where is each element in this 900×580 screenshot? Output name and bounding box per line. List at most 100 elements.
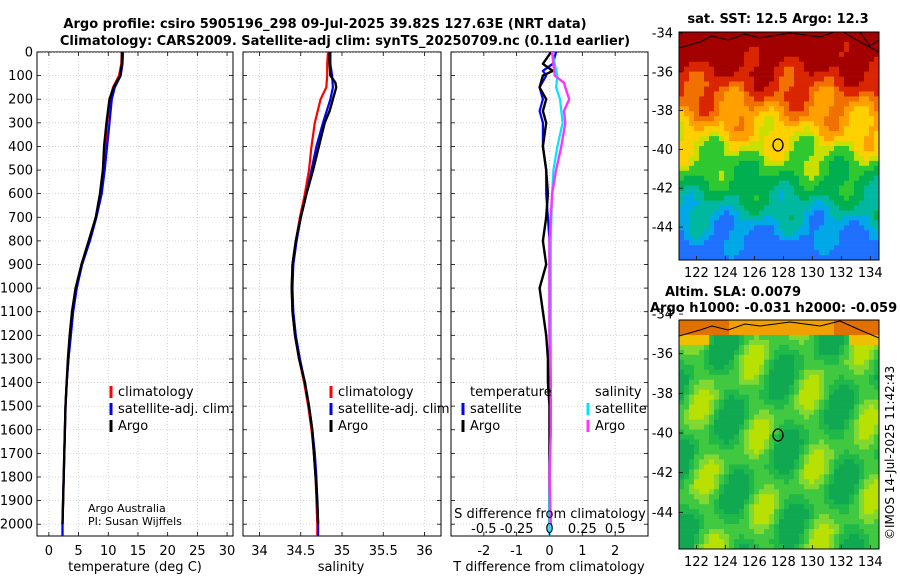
sla-cell (844, 359, 850, 366)
sla-cell (814, 369, 820, 376)
sla-cell (829, 359, 835, 366)
sla-cell (839, 354, 845, 361)
sla-cell (714, 529, 720, 535)
sst-cell (729, 131, 735, 137)
sst-cell (704, 41, 710, 48)
depth-tick-label: 0 (25, 46, 33, 61)
sla-cell (689, 524, 695, 530)
sla-cell (799, 329, 805, 336)
sst-cell (849, 146, 855, 152)
sla-cell (814, 494, 820, 500)
sst-cell (769, 61, 775, 67)
sst-cell (724, 41, 730, 48)
sla-cell (789, 384, 795, 390)
sst-cell (699, 81, 705, 87)
sst-cell (679, 126, 685, 132)
sla-cell (709, 429, 715, 435)
sst-cell (874, 146, 879, 152)
sst-cell (814, 56, 820, 63)
sst-cell (874, 61, 879, 67)
sst-cell (724, 61, 730, 67)
sst-cell (749, 36, 755, 43)
sla-cell (699, 349, 705, 356)
sst-cell (799, 36, 805, 43)
sst-cell (744, 51, 750, 58)
sst-cell (759, 240, 765, 246)
sla-cell (784, 454, 790, 460)
sst-cell (814, 220, 820, 226)
sst-cell (869, 141, 875, 147)
sla-cell (809, 354, 815, 361)
sla-cell (694, 469, 700, 475)
sla-cell (724, 389, 730, 395)
sst-cell (809, 225, 815, 231)
sla-cell (794, 354, 800, 361)
sst-cell (714, 81, 720, 87)
sst-cell (714, 255, 720, 260)
sst-cell (684, 230, 690, 236)
sst-cell (754, 126, 760, 132)
sla-cell (854, 509, 860, 515)
sst-cell (684, 111, 690, 117)
sst-cell (839, 230, 845, 236)
sst-cell (739, 116, 745, 122)
sst-cell (809, 185, 815, 191)
sst-cell (829, 195, 835, 201)
sst-cell (779, 230, 785, 236)
sla-cell (869, 344, 875, 351)
sst-cell (704, 230, 710, 236)
sst-cell (789, 190, 795, 196)
sst-cell (804, 91, 810, 97)
sla-cell (794, 324, 800, 331)
sst-cell (814, 66, 820, 72)
sst-cell (819, 81, 825, 87)
sst-cell (719, 51, 725, 58)
sst-cell (719, 32, 725, 38)
sst-cell (704, 215, 710, 221)
sst-cell (874, 116, 879, 122)
sst-cell (854, 61, 860, 67)
sla-cell (829, 544, 835, 549)
sla-cell (759, 394, 765, 400)
sst-cell (874, 240, 879, 246)
sst-cell (804, 225, 810, 231)
sst-cell (869, 36, 875, 43)
sla-cell (749, 489, 755, 495)
sst-cell (849, 32, 855, 38)
sst-cell (684, 245, 690, 251)
sla-cell (859, 339, 865, 346)
sla-cell (689, 479, 695, 485)
sla-cell (784, 529, 790, 535)
sst-cell (784, 230, 790, 236)
sst-cell (779, 136, 785, 142)
sst-cell (719, 116, 725, 122)
sst-cell (679, 235, 685, 241)
sla-cell (819, 494, 825, 500)
sla-cell (704, 414, 710, 420)
sla-cell (864, 409, 870, 415)
sst-cell (769, 155, 775, 162)
sla-cell (859, 479, 865, 485)
sla-cell (874, 414, 879, 420)
sla-cell (679, 464, 685, 470)
sla-cell (739, 474, 745, 480)
sst-cell (794, 230, 800, 236)
sla-cell (789, 364, 795, 371)
sla-cell (844, 519, 850, 525)
sla-cell (869, 424, 875, 430)
sst-cell (724, 255, 730, 260)
sla-cell (869, 504, 875, 510)
sst-cell (804, 136, 810, 142)
sst-cell (864, 150, 870, 157)
sla-cell (864, 514, 870, 520)
sla-cell (694, 484, 700, 490)
sla-cell (834, 379, 840, 386)
sst-cell (859, 76, 865, 82)
sst-cell (849, 96, 855, 102)
sla-cell (874, 384, 879, 390)
sla-cell (704, 449, 710, 455)
sla-cell (824, 469, 830, 475)
sst-cell (834, 61, 840, 67)
sst-cell (684, 170, 690, 177)
sst-cell (764, 175, 770, 181)
